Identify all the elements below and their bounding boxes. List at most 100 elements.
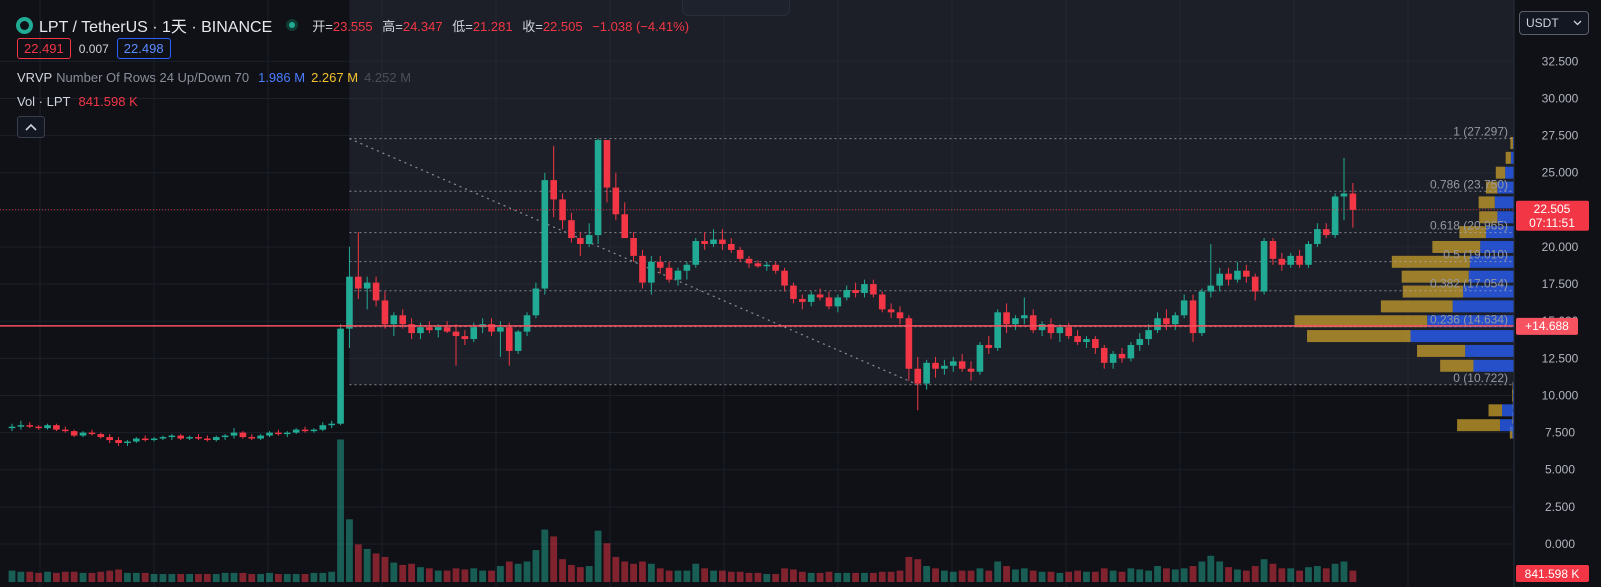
candle[interactable]	[1198, 288, 1206, 337]
candle[interactable]	[1092, 336, 1099, 354]
candle[interactable]	[745, 255, 753, 268]
candle[interactable]	[1145, 324, 1152, 345]
candle[interactable]	[976, 342, 984, 375]
candle[interactable]	[870, 279, 877, 298]
candle[interactable]	[1047, 318, 1055, 340]
candle[interactable]	[390, 312, 398, 337]
candle[interactable]	[141, 435, 149, 442]
candle[interactable]	[754, 260, 762, 268]
candle[interactable]	[1331, 193, 1339, 239]
candle[interactable]	[461, 330, 469, 345]
symbol-title[interactable]: LPT / TetherUS · 1天 · BINANCE	[39, 19, 273, 36]
candle[interactable]	[683, 261, 691, 280]
candle[interactable]	[1269, 238, 1277, 265]
candle[interactable]	[523, 312, 531, 337]
candle[interactable]	[35, 425, 42, 430]
sell-price-button[interactable]: 22.491	[17, 38, 71, 59]
candle[interactable]	[1118, 347, 1126, 363]
candle[interactable]	[248, 434, 256, 441]
candle[interactable]	[488, 318, 495, 337]
candle[interactable]	[61, 426, 69, 433]
candle[interactable]	[1171, 312, 1179, 331]
candle[interactable]	[719, 229, 726, 250]
candle[interactable]	[674, 267, 682, 286]
candle[interactable]	[585, 223, 593, 247]
candle[interactable]	[932, 356, 939, 378]
candle[interactable]	[514, 330, 522, 354]
candle[interactable]	[186, 435, 193, 441]
candle[interactable]	[497, 321, 504, 357]
trend-line[interactable]	[349, 138, 918, 386]
candle[interactable]	[372, 276, 380, 307]
candle[interactable]	[301, 426, 309, 433]
candle[interactable]	[88, 429, 96, 436]
candle[interactable]	[1314, 223, 1321, 247]
candle[interactable]	[1163, 309, 1170, 331]
candle[interactable]	[79, 431, 87, 438]
candle[interactable]	[1021, 297, 1028, 325]
candle[interactable]	[825, 291, 833, 310]
candle[interactable]	[1136, 333, 1144, 351]
candle[interactable]	[408, 318, 415, 340]
candle[interactable]	[807, 291, 815, 307]
candle[interactable]	[630, 232, 637, 262]
candle[interactable]	[452, 324, 460, 366]
candle[interactable]	[133, 437, 140, 444]
candle[interactable]	[292, 428, 300, 435]
candle[interactable]	[505, 322, 513, 366]
candle[interactable]	[994, 309, 1001, 351]
candle[interactable]	[44, 423, 51, 430]
candle[interactable]	[665, 261, 673, 283]
candle[interactable]	[896, 306, 904, 325]
candle[interactable]	[541, 172, 549, 295]
candle[interactable]	[8, 423, 16, 432]
candle[interactable]	[346, 246, 353, 348]
candle[interactable]	[852, 282, 859, 298]
candle[interactable]	[239, 431, 247, 439]
candle[interactable]	[177, 434, 185, 441]
candle[interactable]	[168, 434, 176, 441]
candle[interactable]	[914, 356, 922, 411]
candle[interactable]	[1296, 249, 1303, 268]
candle[interactable]	[319, 422, 327, 432]
candle[interactable]	[1012, 315, 1019, 331]
currency-select[interactable]: USDT	[1519, 11, 1589, 35]
candle[interactable]	[283, 431, 291, 438]
candle[interactable]	[1180, 294, 1188, 319]
candle[interactable]	[1251, 273, 1259, 301]
candle[interactable]	[941, 359, 948, 375]
candle[interactable]	[692, 238, 700, 268]
candle[interactable]	[355, 232, 362, 299]
candle[interactable]	[1349, 183, 1357, 228]
candle[interactable]	[212, 435, 220, 442]
candle[interactable]	[799, 294, 806, 310]
candle[interactable]	[550, 145, 557, 218]
candle[interactable]	[381, 291, 389, 329]
candle[interactable]	[594, 138, 602, 244]
candle[interactable]	[363, 276, 371, 310]
candle[interactable]	[834, 294, 842, 313]
candle[interactable]	[1154, 312, 1161, 334]
candle[interactable]	[17, 420, 25, 430]
candle[interactable]	[1189, 294, 1197, 343]
candle[interactable]	[568, 212, 575, 243]
candle[interactable]	[159, 435, 167, 441]
candle[interactable]	[949, 356, 957, 372]
candle[interactable]	[230, 428, 238, 439]
candle[interactable]	[967, 361, 975, 381]
price-axis-panel[interactable]	[1514, 0, 1601, 587]
candle[interactable]	[621, 202, 629, 239]
candle[interactable]	[816, 288, 824, 301]
candle[interactable]	[97, 432, 105, 439]
candle[interactable]	[257, 434, 264, 441]
candle[interactable]	[310, 428, 318, 433]
candle[interactable]	[1225, 267, 1232, 286]
candle[interactable]	[612, 172, 620, 221]
candle[interactable]	[443, 321, 451, 334]
candle[interactable]	[1234, 261, 1241, 283]
candle[interactable]	[781, 267, 788, 292]
candle[interactable]	[53, 423, 60, 432]
candle[interactable]	[639, 249, 646, 289]
candle[interactable]	[861, 279, 868, 298]
candle[interactable]	[1109, 350, 1117, 369]
